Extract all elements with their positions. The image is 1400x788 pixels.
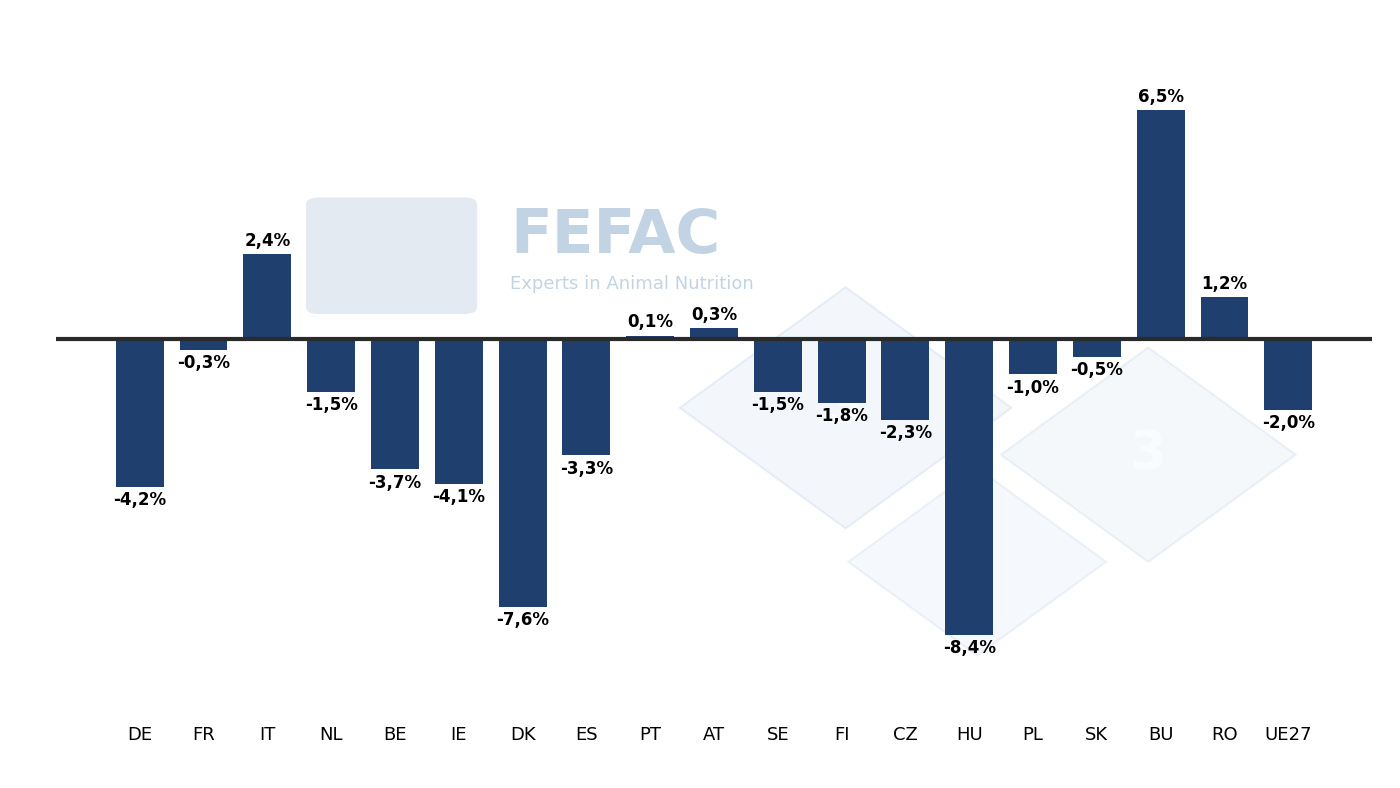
Text: -0,5%: -0,5% (1071, 361, 1123, 379)
Text: 0,3%: 0,3% (692, 307, 736, 324)
Bar (882, 339, 930, 420)
Text: -7,6%: -7,6% (496, 611, 549, 629)
Bar (945, 339, 993, 635)
Text: -2,3%: -2,3% (879, 425, 932, 442)
Bar (435, 339, 483, 484)
Text: 3: 3 (959, 536, 995, 588)
Bar (244, 255, 291, 339)
Bar (307, 339, 356, 392)
Text: 3: 3 (827, 382, 864, 433)
Text: 0,1%: 0,1% (627, 314, 673, 331)
Text: -1,8%: -1,8% (815, 407, 868, 425)
Text: 1,2%: 1,2% (1201, 274, 1247, 292)
Bar (753, 339, 802, 392)
Text: -0,3%: -0,3% (176, 354, 230, 372)
Bar (818, 339, 865, 403)
Text: -1,5%: -1,5% (752, 396, 804, 414)
FancyBboxPatch shape (307, 198, 477, 314)
Bar (1009, 339, 1057, 374)
Text: -4,1%: -4,1% (433, 488, 486, 506)
Text: -3,3%: -3,3% (560, 459, 613, 478)
Bar (1264, 339, 1312, 410)
Text: Experts in Animal Nutrition: Experts in Animal Nutrition (510, 275, 753, 293)
Text: 2,4%: 2,4% (244, 232, 290, 251)
Bar (690, 329, 738, 339)
Text: -1,0%: -1,0% (1007, 378, 1060, 396)
Bar (1072, 339, 1121, 357)
Bar (179, 339, 227, 350)
Polygon shape (848, 468, 1106, 656)
Bar (626, 336, 675, 339)
Text: 6,5%: 6,5% (1138, 87, 1183, 106)
Text: -4,2%: -4,2% (113, 492, 167, 509)
Text: -8,4%: -8,4% (942, 639, 995, 657)
Bar (1137, 110, 1184, 339)
Bar (563, 339, 610, 455)
Polygon shape (1001, 348, 1295, 562)
Text: -2,0%: -2,0% (1261, 414, 1315, 432)
Polygon shape (680, 288, 1011, 529)
Bar (1201, 297, 1249, 339)
Text: -1,5%: -1,5% (305, 396, 357, 414)
Bar (498, 339, 546, 607)
Text: 3: 3 (1130, 429, 1166, 481)
Text: FEFAC: FEFAC (510, 207, 720, 266)
Bar (371, 339, 419, 470)
Bar (116, 339, 164, 487)
Text: -3,7%: -3,7% (368, 474, 421, 492)
